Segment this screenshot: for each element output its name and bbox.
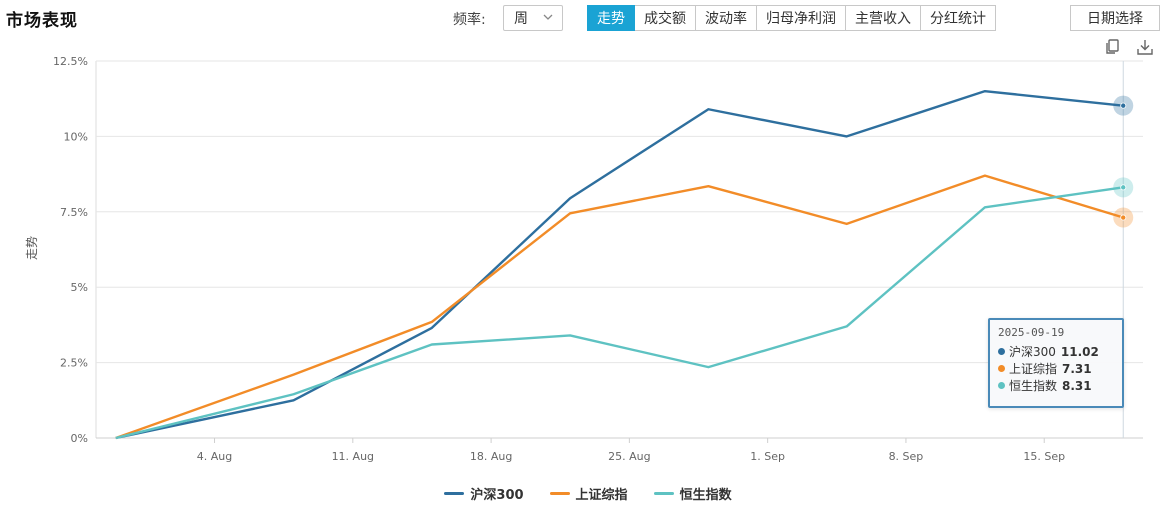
frequency-label: 频率: (453, 12, 486, 28)
date-select-button[interactable]: 日期选择 (1070, 5, 1160, 31)
chart-tools (1104, 38, 1154, 56)
tooltip-value: 8.31 (1062, 378, 1092, 393)
frequency-select[interactable]: 周 (503, 5, 563, 31)
trend-chart: 0% 2.5% 5% 7.5% 10% 12.5% 4. Aug 11. Aug 18. Au… (25, 55, 1143, 463)
page-title: 市场表现 (6, 11, 78, 31)
y-tick-label: 5% (71, 281, 88, 294)
x-tick-label: 8. Sep (889, 450, 924, 463)
tab-turnover[interactable]: 成交额 (635, 5, 696, 31)
data-point[interactable] (1120, 214, 1127, 221)
data-point[interactable] (1120, 102, 1127, 109)
series-lines (115, 89, 1124, 440)
legend-swatch (444, 492, 465, 495)
grid-lines (95, 60, 1143, 439)
tooltip-dot (998, 365, 1005, 372)
tab-volatility[interactable]: 波动率 (696, 5, 757, 31)
chart-legend: 沪深300 上证综指 恒生指数 (0, 484, 1176, 503)
series-line-0 (115, 89, 1124, 440)
x-tick-label: 15. Sep (1023, 450, 1065, 463)
tab-dividend-stats[interactable]: 分红统计 (921, 5, 996, 31)
x-tick-label: 25. Aug (608, 450, 650, 463)
data-point[interactable] (1120, 184, 1127, 191)
chevron-down-icon (543, 14, 553, 20)
tooltip-value: 7.31 (1062, 361, 1092, 376)
y-tick-label: 0% (71, 432, 88, 445)
data-tooltip: 2025-09-19 沪深300 11.02 上证综指 7.31 恒生指数 8.… (988, 318, 1124, 408)
legend-label: 沪深300 (470, 488, 524, 503)
tooltip-series-name: 沪深300 (1009, 345, 1056, 359)
tooltip-row: 上证综指 7.31 (998, 360, 1114, 377)
series-line-2 (115, 186, 1124, 440)
y-tick-label: 12.5% (53, 55, 88, 68)
y-tick-label: 10% (64, 130, 88, 143)
metric-tabs: 走势 成交额 波动率 归母净利润 主营收入 分红统计 (587, 5, 996, 31)
legend-label: 上证综指 (575, 488, 628, 503)
toolbar: 市场表现 频率: 周 走势 成交额 波动率 归母净利润 主营收入 分红统计 日期… (0, 0, 1176, 36)
legend-swatch (549, 492, 570, 495)
end-markers (1113, 95, 1134, 228)
tooltip-series-name: 上证综指 (1009, 362, 1058, 376)
legend-item-hs300[interactable]: 沪深300 (444, 484, 524, 503)
y-axis-label: 走势 (25, 236, 39, 260)
tooltip-value: 11.02 (1060, 344, 1099, 359)
series-line-1 (115, 174, 1124, 440)
tab-main-revenue[interactable]: 主营收入 (846, 5, 921, 31)
tooltip-dot (998, 348, 1005, 355)
legend-swatch (653, 492, 674, 495)
y-tick-label: 7.5% (60, 206, 88, 219)
legend-item-hang-seng[interactable]: 恒生指数 (653, 484, 732, 503)
tab-trend[interactable]: 走势 (587, 5, 635, 31)
tooltip-row: 沪深300 11.02 (998, 343, 1114, 360)
legend-label: 恒生指数 (679, 488, 732, 503)
tooltip-dot (998, 382, 1005, 389)
tab-net-profit[interactable]: 归母净利润 (757, 5, 846, 31)
legend-item-sse-composite[interactable]: 上证综指 (549, 484, 628, 503)
y-tick-label: 2.5% (60, 357, 88, 370)
frequency-value: 周 (514, 11, 528, 27)
tooltip-series-name: 恒生指数 (1009, 379, 1058, 393)
y-axis: 0% 2.5% 5% 7.5% 10% 12.5% (53, 55, 88, 445)
x-tick-label: 11. Aug (332, 450, 374, 463)
x-tick-label: 4. Aug (197, 450, 232, 463)
x-tick-label: 1. Sep (750, 450, 785, 463)
x-tick-label: 18. Aug (470, 450, 512, 463)
tooltip-row: 恒生指数 8.31 (998, 377, 1114, 394)
copy-icon[interactable] (1104, 38, 1122, 56)
x-axis: 4. Aug 11. Aug 18. Aug 25. Aug 1. Sep 8. Sep 1… (197, 438, 1065, 463)
tooltip-date: 2025-09-19 (998, 326, 1065, 339)
download-icon[interactable] (1136, 38, 1154, 56)
